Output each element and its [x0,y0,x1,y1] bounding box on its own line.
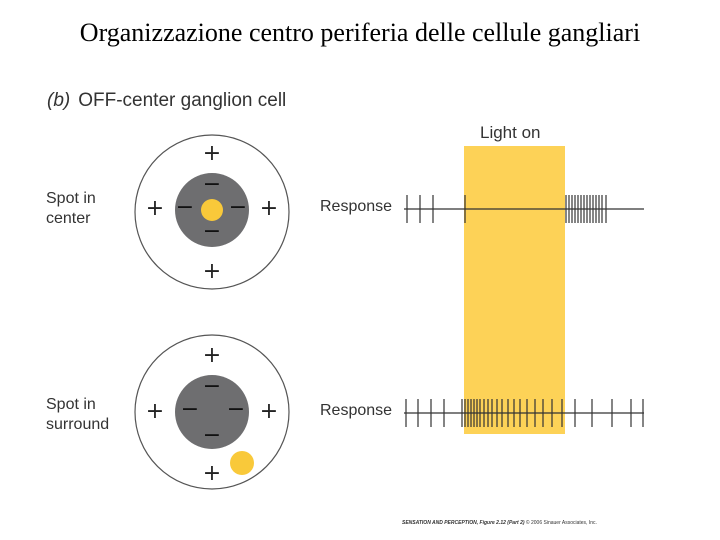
plus-sign: + [146,399,164,424]
light-spot [230,451,254,475]
minus-sign: − [203,423,221,448]
plus-sign: + [260,196,278,221]
surround-ring [134,334,290,490]
light-on-label: Light on [480,123,541,142]
plus-sign: + [203,259,221,284]
page-title: Organizzazione centro periferia delle ce… [79,18,641,47]
figure-credit: SENSATION AND PERCEPTION, Figure 2.12 (P… [402,520,597,526]
spike-train-center [406,195,607,223]
surround-ring [134,134,290,290]
panel-heading: (b) OFF-center ganglion cell [47,90,286,112]
spot-in-center-line-1: Spot in [46,190,96,207]
panel-heading-text: OFF-center ganglion cell [78,90,287,111]
panel-tag: (b) [47,90,71,111]
credit-copyright: © 2006 Sinauer Associates, Inc. [525,520,597,526]
spot-in-surround-line-1: Spot in [46,396,96,413]
minus-sign: − [229,195,247,220]
light-spot [201,199,223,221]
minus-sign: − [181,397,199,422]
receptive-field-center-spot [134,134,290,290]
spot-in-center-line-2: center [46,210,91,227]
spike-train-surround [405,399,644,427]
minus-sign: − [227,397,245,422]
plus-sign: + [203,343,221,368]
minus-sign: − [203,374,221,399]
minus-sign: − [176,195,194,220]
plus-sign: + [260,399,278,424]
plus-sign: + [146,196,164,221]
spot-in-surround-label: Spot in surround [46,395,109,435]
response-label: Response [320,402,393,419]
credit-figure: Figure 2.12 (Part 2) [479,520,525,526]
plus-sign: + [203,461,221,486]
spot-in-surround-line-2: surround [46,416,110,433]
light-on-bar [464,146,565,434]
minus-sign: − [203,219,221,244]
response-label: Response [320,198,393,215]
center-disc [175,375,249,449]
credit-book: SENSATION AND PERCEPTION, [402,520,479,526]
receptive-field-surround-spot [134,334,290,490]
spot-in-center-label: Spot in center [46,189,96,229]
plus-sign: + [203,141,221,166]
minus-sign: − [203,172,221,197]
